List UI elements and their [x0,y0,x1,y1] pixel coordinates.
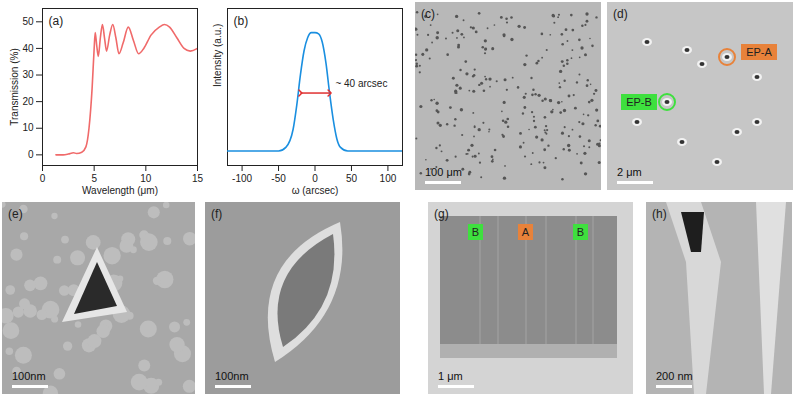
svg-text:50: 50 [346,173,358,184]
svg-text:0: 0 [312,173,318,184]
svg-text:(a): (a) [49,14,64,28]
svg-text:-50: -50 [271,173,286,184]
svg-text:5: 5 [91,173,97,184]
svg-text:40: 40 [22,43,34,54]
svg-text:(d): (d) [613,7,628,21]
svg-text:B: B [577,226,584,238]
svg-text:100nm: 100nm [215,370,249,382]
svg-text:(f): (f) [211,207,222,221]
svg-text:EP-B: EP-B [626,96,652,108]
svg-text:1 μm: 1 μm [438,370,463,382]
svg-text:100 μm: 100 μm [425,166,462,178]
svg-text:EP-A: EP-A [746,46,772,58]
svg-text:A: A [522,226,530,238]
svg-text:2 μm: 2 μm [617,166,642,178]
svg-text:10: 10 [140,173,152,184]
svg-text:0: 0 [40,173,46,184]
svg-text:50: 50 [22,16,34,27]
svg-text:Transmission (%): Transmission (%) [9,48,20,125]
svg-text:ω (arcsec): ω (arcsec) [292,185,339,196]
svg-text:(c): (c) [421,7,435,21]
svg-text:B: B [472,226,479,238]
svg-text:(g): (g) [434,207,449,221]
svg-text:100: 100 [380,173,397,184]
svg-text:(e): (e) [8,207,23,221]
svg-text:10: 10 [22,122,34,133]
svg-text:(b): (b) [234,14,249,28]
svg-text:-100: -100 [232,173,252,184]
svg-text:200 nm: 200 nm [656,370,693,382]
svg-text:15: 15 [192,173,204,184]
svg-text:30: 30 [22,69,34,80]
svg-text:Intensity (a.u.): Intensity (a.u.) [212,24,223,87]
svg-text:Wavelength (μm): Wavelength (μm) [82,185,158,196]
svg-text:~ 40 arcsec: ~ 40 arcsec [335,78,387,89]
svg-text:0: 0 [28,149,34,160]
svg-text:20: 20 [22,96,34,107]
svg-text:100nm: 100nm [12,370,46,382]
svg-text:(h): (h) [652,207,667,221]
